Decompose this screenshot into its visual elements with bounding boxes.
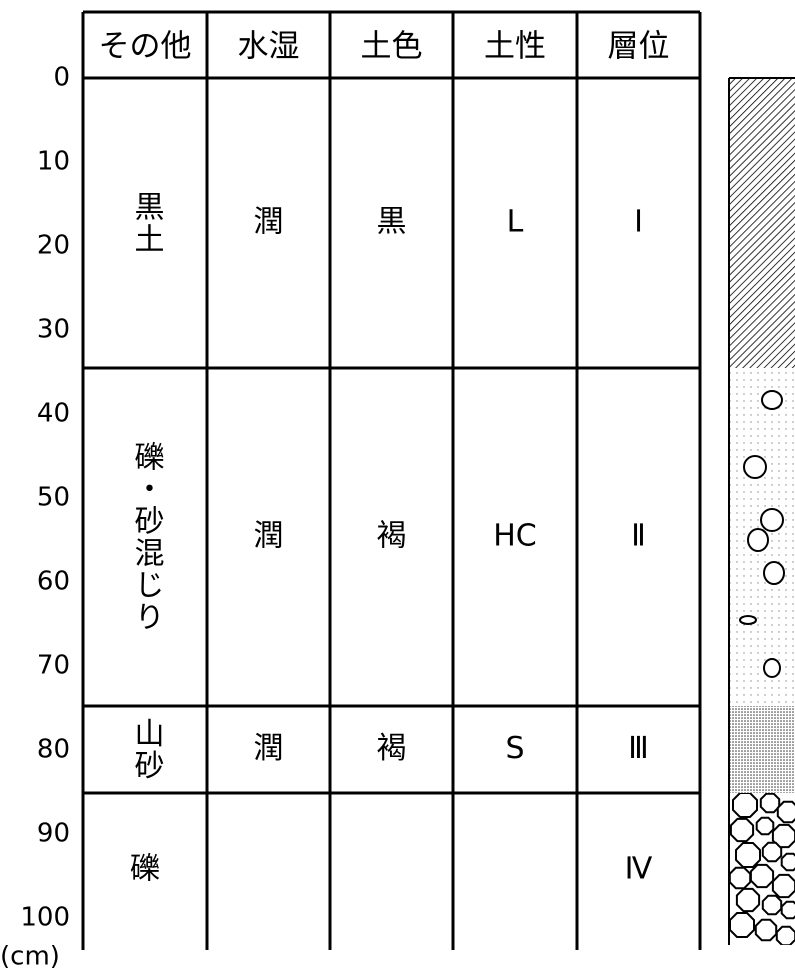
depth-label: 0 xyxy=(53,63,70,93)
gravel-stone xyxy=(780,900,795,920)
table-cell: HC xyxy=(493,519,537,554)
gravel-stone xyxy=(729,866,752,890)
gravel-stone xyxy=(749,863,775,889)
depth-label: 30 xyxy=(37,315,70,345)
gravel-stone xyxy=(776,800,795,824)
depth-label: 50 xyxy=(37,483,70,513)
header-cell: その他 xyxy=(99,29,192,65)
gravel-stone xyxy=(735,887,761,913)
table-cell: 潤 xyxy=(254,731,284,766)
depth-label: 40 xyxy=(37,399,70,429)
header-cell: 層位 xyxy=(608,29,670,65)
depth-label: 60 xyxy=(37,567,70,597)
gravel-stone xyxy=(775,925,795,945)
table-cell: 潤 xyxy=(254,519,284,554)
header-cell: 土色 xyxy=(361,29,423,65)
table-cell: Ⅲ xyxy=(628,731,649,766)
table-cell: 礫 xyxy=(130,852,160,887)
depth-label: 20 xyxy=(37,231,70,261)
gravel-stone xyxy=(761,841,783,863)
depth-unit: (cm) xyxy=(0,942,60,972)
gravel-stone xyxy=(759,793,781,814)
vertical-cell: 黒土 xyxy=(129,191,164,255)
table-cell: Ⅳ xyxy=(625,852,653,887)
table-cell: S xyxy=(505,731,524,766)
depth-label: 70 xyxy=(37,651,70,681)
gravel-stone xyxy=(732,793,758,818)
gravel-stone xyxy=(761,894,783,916)
vertical-cell: 山砂 xyxy=(129,718,165,782)
table-cell: Ⅰ xyxy=(634,205,643,240)
gravel-stone xyxy=(729,912,755,938)
header-cell: 土性 xyxy=(484,29,546,65)
gravel-stone xyxy=(754,918,778,942)
table-cell: 潤 xyxy=(254,205,284,240)
gravel-stone xyxy=(780,852,795,872)
gravel-stone xyxy=(771,823,795,849)
table-cell: 黒 xyxy=(377,205,407,240)
depth-label: 100 xyxy=(20,903,70,933)
depth-label: 90 xyxy=(37,819,70,849)
gravel-stone xyxy=(771,873,795,899)
profile-column xyxy=(728,77,795,945)
table-cell: 褐 xyxy=(377,731,407,766)
depth-label: 80 xyxy=(37,735,70,765)
gravel-stone xyxy=(729,817,755,843)
gravel-stone xyxy=(755,816,775,836)
table-cell: L xyxy=(507,205,524,240)
table-cell: Ⅱ xyxy=(631,519,646,554)
header-cell: 水湿 xyxy=(238,29,300,65)
vertical-cell: 礫・砂混じり xyxy=(129,441,165,633)
depth-label: 10 xyxy=(37,147,70,177)
table-cell: 褐 xyxy=(377,519,407,554)
gravel-stone xyxy=(735,842,761,868)
